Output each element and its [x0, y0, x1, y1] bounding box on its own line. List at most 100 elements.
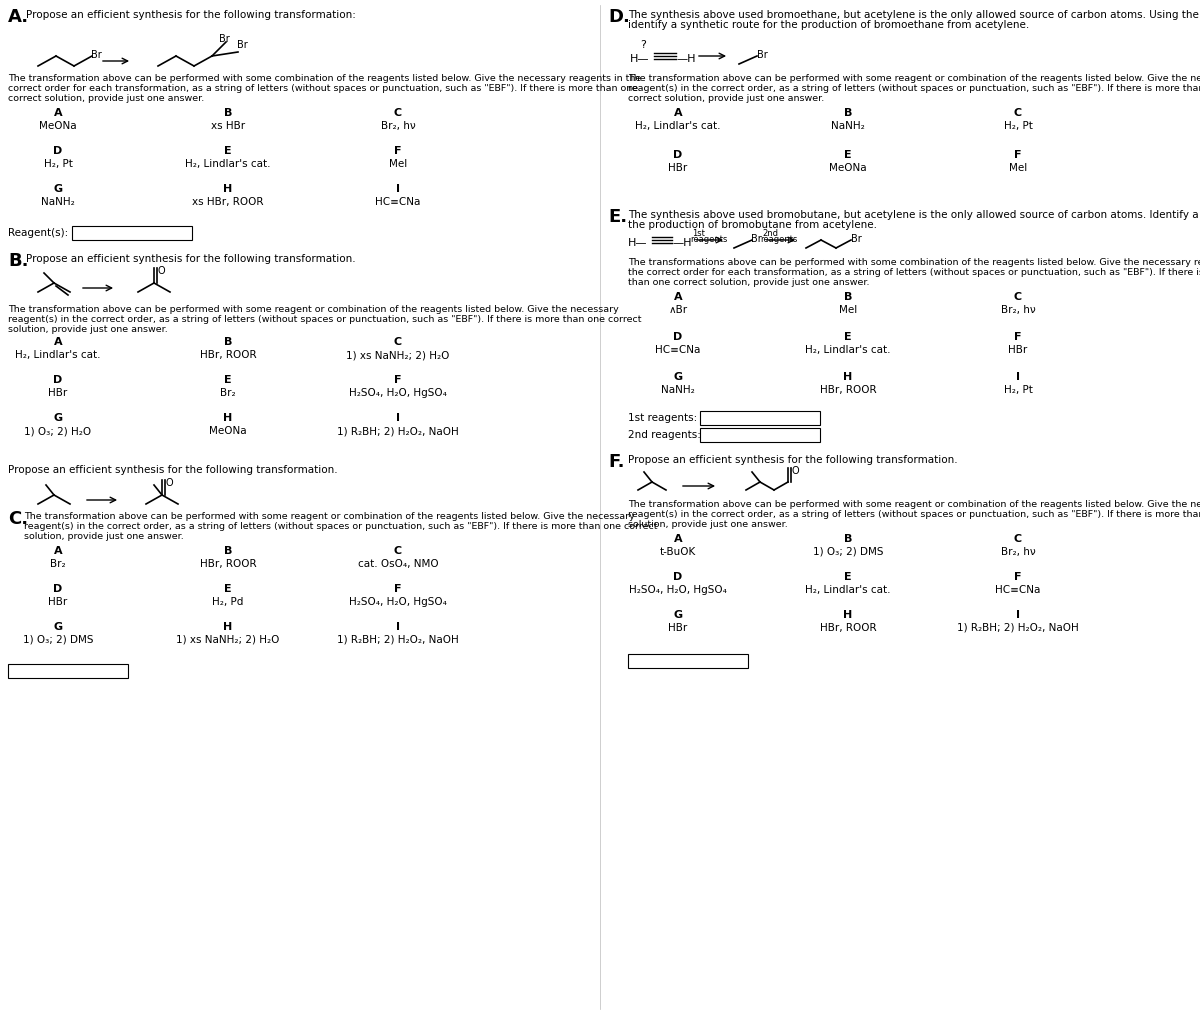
Text: The transformations above can be performed with some combination of the reagents: The transformations above can be perform… — [628, 258, 1200, 267]
Text: A.: A. — [8, 8, 29, 26]
Text: H₂, Lindlar's cat.: H₂, Lindlar's cat. — [805, 585, 890, 595]
Text: H₂, Lindlar's cat.: H₂, Lindlar's cat. — [635, 121, 721, 131]
Text: the correct order for each transformation, as a string of letters (without space: the correct order for each transformatio… — [628, 268, 1200, 277]
Text: H₂SO₄, H₂O, HgSO₄: H₂SO₄, H₂O, HgSO₄ — [629, 585, 727, 595]
Text: A: A — [673, 534, 683, 544]
Text: The transformation above can be performed with some combination of the reagents : The transformation above can be performe… — [8, 74, 641, 83]
Text: G: G — [54, 413, 62, 423]
Text: identify a synthetic route for the production of bromoethane from acetylene.: identify a synthetic route for the produ… — [628, 20, 1030, 30]
Bar — [72, 226, 192, 240]
Text: A: A — [54, 108, 62, 118]
Text: solution, provide just one answer.: solution, provide just one answer. — [24, 532, 184, 541]
Text: 1st: 1st — [692, 229, 704, 238]
Text: ?: ? — [640, 40, 646, 50]
Text: HBr, ROOR: HBr, ROOR — [199, 559, 257, 569]
Text: The transformation above can be performed with some reagent or combination of th: The transformation above can be performe… — [628, 74, 1200, 83]
Text: reagent(s) in the correct order, as a string of letters (without spaces or punct: reagent(s) in the correct order, as a st… — [8, 315, 642, 324]
Text: 1) O₃; 2) DMS: 1) O₃; 2) DMS — [23, 635, 94, 645]
Text: I: I — [1016, 610, 1020, 620]
Text: reagent(s) in the correct order, as a string of letters (without spaces or punct: reagent(s) in the correct order, as a st… — [628, 510, 1200, 519]
Text: 1) xs NaNH₂; 2) H₂O: 1) xs NaNH₂; 2) H₂O — [176, 635, 280, 645]
Text: reagents: reagents — [690, 235, 727, 244]
Text: E: E — [224, 146, 232, 156]
Text: H: H — [844, 610, 853, 620]
Text: Propose an efficient synthesis for the following transformation:: Propose an efficient synthesis for the f… — [26, 10, 356, 20]
Text: C: C — [1014, 108, 1022, 118]
Text: I: I — [396, 413, 400, 423]
Text: 1) R₂BH; 2) H₂O₂, NaOH: 1) R₂BH; 2) H₂O₂, NaOH — [337, 635, 458, 645]
Text: B.: B. — [8, 252, 29, 270]
Text: B: B — [844, 108, 852, 118]
Text: G: G — [673, 610, 683, 620]
Text: D: D — [673, 572, 683, 582]
Text: Br: Br — [220, 34, 229, 44]
Text: C.: C. — [8, 510, 28, 528]
Text: The synthesis above used bromoethane, but acetylene is the only allowed source o: The synthesis above used bromoethane, bu… — [628, 10, 1200, 20]
Text: D: D — [53, 375, 62, 385]
Text: 2nd: 2nd — [762, 229, 778, 238]
Text: —H: —H — [672, 238, 691, 248]
Text: H₂SO₄, H₂O, HgSO₄: H₂SO₄, H₂O, HgSO₄ — [349, 388, 446, 399]
Text: I: I — [1016, 372, 1020, 382]
Text: 1) R₂BH; 2) H₂O₂, NaOH: 1) R₂BH; 2) H₂O₂, NaOH — [337, 426, 458, 436]
Text: F: F — [1014, 572, 1021, 582]
Text: A: A — [673, 108, 683, 118]
Text: solution, provide just one answer.: solution, provide just one answer. — [8, 325, 168, 334]
Text: B: B — [844, 534, 852, 544]
Text: NaNH₂: NaNH₂ — [661, 385, 695, 395]
Text: G: G — [54, 622, 62, 632]
Text: 1) xs NaNH₂; 2) H₂O: 1) xs NaNH₂; 2) H₂O — [347, 350, 450, 360]
Text: HBr: HBr — [48, 388, 67, 399]
Text: HBr: HBr — [668, 623, 688, 633]
Text: 1) R₂BH; 2) H₂O₂, NaOH: 1) R₂BH; 2) H₂O₂, NaOH — [958, 623, 1079, 633]
Text: H₂, Lindlar's cat.: H₂, Lindlar's cat. — [16, 350, 101, 360]
Text: H₂, Pd: H₂, Pd — [212, 597, 244, 607]
Text: H₂, Pt: H₂, Pt — [1003, 121, 1032, 131]
Text: E: E — [844, 332, 852, 342]
Text: Br₂, hν: Br₂, hν — [1001, 305, 1036, 315]
Text: HBr, ROOR: HBr, ROOR — [820, 623, 876, 633]
Text: B: B — [844, 292, 852, 302]
Text: 1st reagents:: 1st reagents: — [628, 413, 697, 423]
Text: F: F — [1014, 150, 1021, 160]
Text: H—: H— — [628, 238, 648, 248]
Text: F: F — [395, 375, 402, 385]
Text: O: O — [158, 266, 166, 276]
Text: solution, provide just one answer.: solution, provide just one answer. — [628, 520, 787, 529]
Text: E.: E. — [608, 208, 628, 226]
Text: HBr: HBr — [48, 597, 67, 607]
Text: F: F — [1014, 332, 1021, 342]
Text: Br: Br — [851, 234, 862, 244]
Text: H: H — [223, 184, 233, 194]
Text: The transformation above can be performed with some reagent or combination of th: The transformation above can be performe… — [8, 305, 619, 314]
Text: H₂, Lindlar's cat.: H₂, Lindlar's cat. — [805, 345, 890, 355]
Text: Br: Br — [238, 40, 247, 50]
Text: Br₂: Br₂ — [50, 559, 66, 569]
Text: D: D — [673, 150, 683, 160]
Text: Mel: Mel — [839, 305, 857, 315]
Text: xs HBr: xs HBr — [211, 121, 245, 131]
Text: t-BuOK: t-BuOK — [660, 547, 696, 557]
Text: MeONa: MeONa — [209, 426, 247, 436]
Text: ∧Br: ∧Br — [668, 305, 688, 315]
Text: correct order for each transformation, as a string of letters (without spaces or: correct order for each transformation, a… — [8, 84, 638, 93]
Text: I: I — [396, 622, 400, 632]
Text: B: B — [224, 546, 232, 556]
Text: H₂, Pt: H₂, Pt — [43, 159, 72, 169]
Text: correct solution, provide just one answer.: correct solution, provide just one answe… — [8, 94, 204, 103]
Text: F: F — [395, 584, 402, 594]
Text: Br: Br — [757, 50, 768, 60]
Text: Propose an efficient synthesis for the following transformation.: Propose an efficient synthesis for the f… — [26, 254, 355, 264]
Text: MeI: MeI — [1009, 163, 1027, 173]
Text: Reagent(s):: Reagent(s): — [8, 228, 68, 238]
Text: Propose an efficient synthesis for the following transformation.: Propose an efficient synthesis for the f… — [8, 465, 337, 475]
Text: B: B — [224, 108, 232, 118]
Text: HC≡CNa: HC≡CNa — [655, 345, 701, 355]
Text: HBr: HBr — [668, 163, 688, 173]
Bar — [700, 428, 820, 442]
Text: A: A — [54, 337, 62, 347]
Text: MeI: MeI — [389, 159, 407, 169]
Text: A: A — [54, 546, 62, 556]
Text: E: E — [224, 375, 232, 385]
Text: A: A — [673, 292, 683, 302]
